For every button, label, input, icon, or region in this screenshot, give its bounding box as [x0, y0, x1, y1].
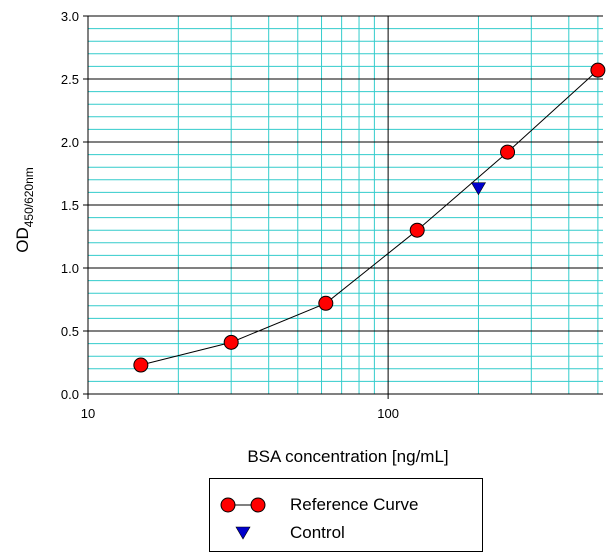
legend-item-control: Control	[210, 521, 482, 545]
y-tick-label: 2.5	[61, 72, 79, 87]
legend-symbol-control	[235, 526, 251, 540]
legend-symbol-reference-curve	[220, 497, 266, 513]
data-markers	[133, 62, 606, 373]
series-line-0	[140, 69, 599, 366]
legend: Reference Curve Control	[209, 478, 483, 552]
x-tick-label: 100	[377, 406, 399, 421]
reference-curve-point	[409, 222, 425, 238]
y-tick-labels: 0.0 0.5 1.0 1.5 2.0 2.5 3.0	[61, 9, 79, 402]
x-tick-label: 10	[81, 406, 95, 421]
x-tick-labels: 10 100	[81, 406, 399, 421]
axes	[83, 15, 603, 399]
y-tick-label: 2.0	[61, 135, 79, 150]
y-tick-label: 3.0	[61, 9, 79, 24]
legend-label-control: Control	[290, 523, 345, 542]
legend-label-reference-curve: Reference Curve	[290, 495, 419, 514]
y-tick-label: 0.0	[61, 387, 79, 402]
y-tick-label: 1.0	[61, 261, 79, 276]
x-axis-title: BSA concentration [ng/mL]	[247, 447, 448, 466]
y-axis-title-main: OD	[13, 227, 32, 253]
reference-curve-point	[133, 357, 149, 373]
y-axis-title: OD450/620nm	[13, 167, 36, 253]
reference-curve-point	[223, 334, 239, 350]
legend-item-reference-curve: Reference Curve	[210, 493, 482, 517]
chart: 0.0 0.5 1.0 1.5 2.0 2.5 3.0 10 100 BSA concentr…	[13, 9, 606, 466]
reference-curve-point	[318, 295, 334, 311]
y-tick-label: 1.5	[61, 198, 79, 213]
control-point	[470, 182, 486, 196]
y-axis-title-subscript: 450/620nm	[22, 167, 36, 227]
y-tick-label: 0.5	[61, 324, 79, 339]
reference-curve-point	[590, 62, 606, 78]
reference-curve-point	[500, 144, 516, 160]
grid	[88, 15, 603, 394]
reference-curve-line	[140, 69, 599, 366]
